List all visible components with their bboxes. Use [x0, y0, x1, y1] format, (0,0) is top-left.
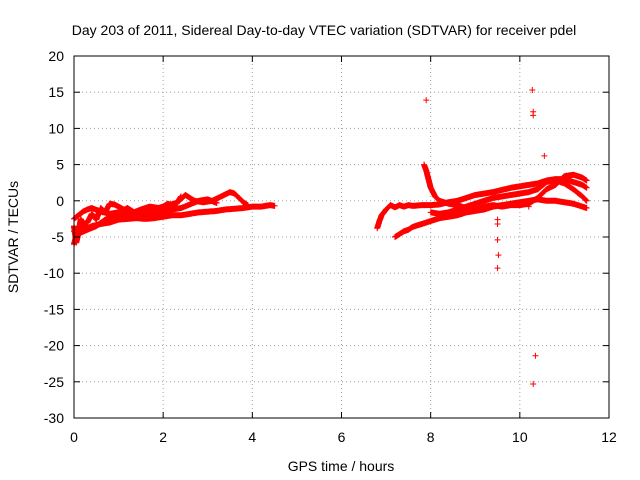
series-track-h-evening: [427, 177, 590, 217]
outlier-point: [541, 152, 548, 159]
outlier-point: [494, 220, 501, 227]
outlier-point: [530, 380, 537, 387]
y-tick-label: 10: [48, 120, 64, 136]
y-tick-label: -10: [44, 265, 64, 281]
x-axis-label: GPS time / hours: [288, 458, 395, 474]
outlier-point: [532, 352, 539, 359]
y-tick-label: 0: [56, 193, 64, 209]
outlier-point: [423, 97, 430, 104]
outlier-point: [494, 265, 501, 272]
axis-ticks: 0 2 4 6 8 10 12 20 15 10 5 0 -5 -10 -15 -20 -25 -30: [44, 48, 617, 445]
y-tick-label: -30: [44, 410, 64, 426]
y-tick-label: -15: [44, 301, 64, 317]
y-axis-label: SDTVAR / TECUs: [5, 181, 21, 293]
outlier-point: [495, 252, 502, 259]
x-tick-label: 12: [601, 429, 617, 445]
y-tick-label: -20: [44, 338, 64, 354]
y-tick-label: 15: [48, 84, 64, 100]
y-tick-label: -25: [44, 374, 64, 390]
outlier-point: [529, 87, 536, 94]
x-tick-label: 4: [248, 429, 256, 445]
y-tick-label: 5: [56, 157, 64, 173]
x-tick-label: 6: [338, 429, 346, 445]
outlier-point: [525, 203, 532, 210]
x-tick-label: 10: [512, 429, 528, 445]
series-track-markers: [427, 177, 590, 217]
x-tick-label: 0: [70, 429, 78, 445]
x-tick-label: 2: [159, 429, 167, 445]
y-tick-label: 20: [48, 48, 64, 64]
y-tick-label: -5: [52, 229, 65, 245]
grid-lines: [74, 56, 609, 418]
outlier-point: [530, 112, 537, 119]
outlier-point: [494, 236, 501, 243]
series-outliers: [423, 87, 548, 387]
chart-title: Day 203 of 2011, Sidereal Day-to-day VTE…: [72, 22, 576, 38]
x-tick-label: 8: [427, 429, 435, 445]
